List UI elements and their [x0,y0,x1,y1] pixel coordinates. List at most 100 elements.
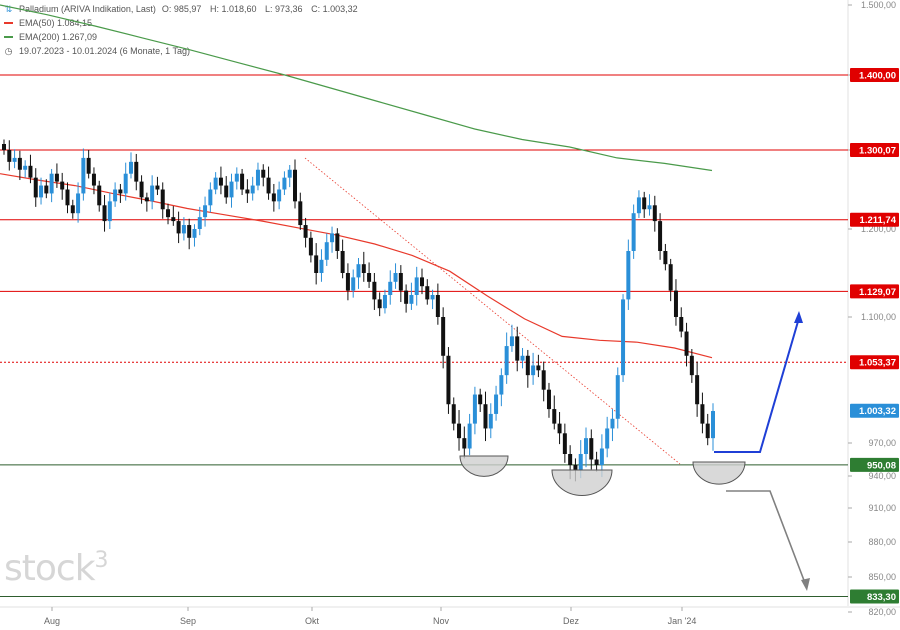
x-tick-label: Jan '24 [668,616,697,626]
candle-body [494,394,499,414]
candle-body [536,365,541,371]
candle-body [181,225,186,234]
candle-body [345,273,350,291]
candle-body [398,273,403,291]
candle-body [266,177,271,194]
candle-body [282,177,287,190]
candle-body [107,201,112,222]
candle-body [621,299,626,376]
candle-body [425,286,430,300]
candle-body [594,459,599,465]
legend-range: 19.07.2023 - 10.01.2024 (6 Monate, 1 Tag… [19,46,190,56]
price-axis-bg [848,0,900,630]
candle-body [695,375,700,405]
candle-body [435,295,440,317]
candle-body [488,413,493,429]
candle-body [573,465,578,471]
candle-body [324,242,329,260]
candle-body [515,336,520,361]
y-tick-label: 1.500,00 [861,0,896,10]
candle-body [335,233,340,251]
candle-body [314,255,319,273]
candle-body [605,428,610,449]
candle-body [599,448,604,465]
candle-body [388,281,393,295]
candle-body [12,157,17,162]
candle-body [446,355,451,405]
legend-ohlc: O: 985,97 H: 1.018,60 L: 973,36 C: 1.003… [156,2,358,16]
candle-body [636,197,641,214]
candle-body [28,165,33,178]
level-badge [850,403,899,418]
candle-body [531,365,536,376]
y-tick-label: 880,00 [868,537,896,547]
candle-body [472,394,477,424]
candle-body [451,404,456,424]
candle-body [203,205,208,218]
candle-body [589,438,594,460]
legend-close: C: 1.003,32 [311,4,358,14]
candle-body [81,157,86,194]
candle-body [39,185,44,198]
candle-body [483,404,488,429]
candle-body [372,281,377,300]
candle-body [277,189,282,202]
candle-body [86,157,91,174]
candles-icon: ⇅ [4,4,13,14]
level-label: 833,30 [867,592,896,603]
candle-body [700,404,705,424]
candle-body [478,394,483,405]
candle-body [578,454,583,471]
arrow-up-head [794,311,803,323]
candle-body [160,189,165,210]
candle-body [525,355,530,376]
candle-body [155,185,160,190]
candle-body [303,225,308,238]
y-tick-label: 850,00 [868,572,896,582]
candle-body [171,217,176,222]
candle-body [658,221,663,251]
legend-high: H: 1.018,60 [209,4,257,14]
candle-body [557,423,562,434]
candle-body [520,355,525,361]
candle-body [287,169,292,178]
ema50-line [0,173,713,359]
candle-body [97,185,102,206]
candles-group [2,139,715,482]
candle-body [414,277,419,295]
candle-body [652,205,657,222]
candle-body [218,177,223,186]
level-label: 1.300,07 [859,145,896,156]
candle-body [457,423,462,439]
candle-body [271,193,276,202]
candle-body [70,205,75,214]
candle-body [626,251,631,300]
candle-body [419,277,424,287]
candle-body [187,225,192,238]
candle-body [404,290,409,304]
x-tick-label: Aug [44,616,60,626]
candle-body [261,169,266,178]
candle-body [462,438,467,449]
candle-body [642,197,647,210]
candle-body [176,221,181,234]
candle-body [208,189,213,206]
candle-body [293,169,298,202]
level-label: 1.211,74 [860,215,897,226]
candle-body [240,173,245,190]
candle-body [393,273,398,282]
candle-body [668,264,673,291]
candle-body [234,173,239,182]
candle-body [541,370,546,390]
candle-body [679,317,684,332]
candle-body [308,237,313,256]
candle-body [197,217,202,229]
chart-legend: ⇅ Palladium (ARIVA Indikation, Last) O: … [4,2,358,58]
candle-body [409,295,414,304]
candle-body [689,355,694,376]
x-tick-label: Sep [180,616,196,626]
candle-body [54,173,59,182]
candle-body [568,454,573,465]
candle-body [647,205,652,210]
